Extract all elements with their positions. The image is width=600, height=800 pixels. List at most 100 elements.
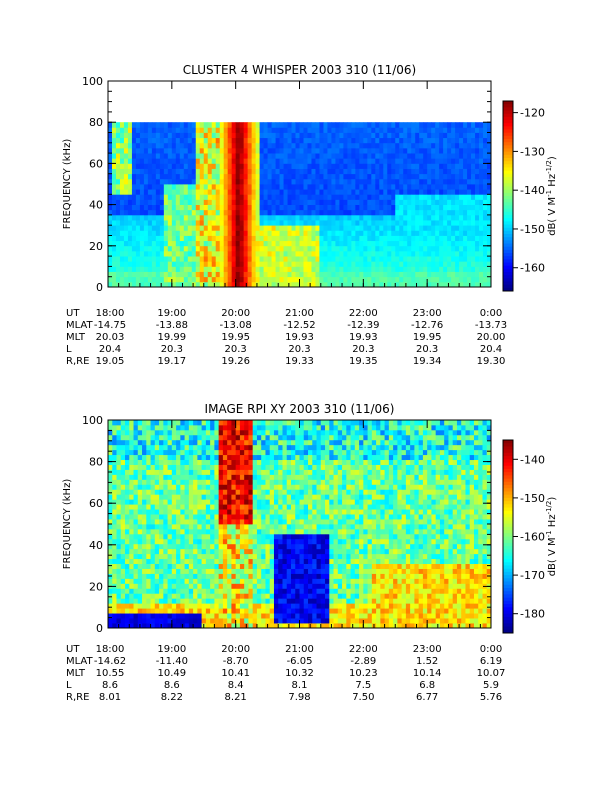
spectrogram-cell	[210, 603, 215, 609]
spectrogram-cell	[214, 578, 220, 584]
spectrogram-cell	[176, 613, 181, 619]
spectrogram-cell	[133, 449, 139, 456]
spectrogram-cell	[235, 533, 241, 540]
spectrogram-cell	[231, 449, 237, 456]
spectrogram-cell	[159, 184, 165, 190]
spectrogram-cell	[135, 199, 141, 205]
spectrogram-cell	[171, 434, 177, 441]
spectrogram-cell	[269, 504, 275, 510]
spectrogram-cell	[159, 153, 165, 159]
spectrogram-cell	[295, 189, 300, 195]
spectrogram-cell	[108, 214, 113, 221]
spectrogram-cell	[187, 173, 193, 180]
spectrogram-cell	[269, 420, 275, 426]
spectrogram-cell	[471, 132, 476, 139]
spectrogram-cell	[197, 519, 203, 525]
spectrogram-cell	[331, 261, 336, 267]
spectrogram-cell	[218, 434, 224, 441]
spectrogram-cell	[116, 454, 122, 461]
spectrogram-cell	[108, 588, 113, 594]
spectrogram-cell	[203, 127, 209, 133]
spectrogram-cell	[256, 464, 262, 470]
spectrogram-cell	[355, 189, 360, 195]
spectrogram-cell	[244, 598, 249, 604]
spectrogram-cell	[283, 235, 288, 242]
spectrogram-cell	[150, 543, 156, 550]
spectrogram-cell	[259, 132, 264, 139]
spectrogram-cell	[239, 429, 245, 436]
spectrogram-cell	[459, 261, 464, 267]
spectrogram-cell	[203, 184, 209, 190]
spectrogram-cell	[193, 454, 198, 461]
spectrogram-cell	[135, 189, 141, 195]
spectrogram-cell	[287, 173, 292, 180]
spectrogram-cell	[283, 256, 288, 262]
spectrogram-cell	[119, 142, 125, 149]
spectrogram-cell	[423, 281, 428, 288]
spectrogram-cell	[131, 230, 137, 236]
spectrogram-cell	[135, 225, 141, 231]
spectrogram-cell	[214, 588, 220, 594]
spectrogram-cell	[116, 429, 122, 436]
spectrogram-cell	[167, 158, 173, 164]
spectrogram-cell	[379, 163, 384, 169]
spectrogram-cell	[395, 158, 400, 164]
spectrogram-cell	[222, 494, 228, 500]
spectrogram-cell	[195, 209, 201, 216]
spectrogram-cell	[291, 235, 296, 242]
spectrogram-cell	[201, 593, 207, 599]
spectrogram-cell	[154, 573, 160, 579]
spectrogram-cell	[210, 454, 215, 461]
spectrogram-cell	[129, 469, 134, 475]
spectrogram-cell	[167, 598, 173, 604]
spectrogram-cell	[147, 189, 153, 195]
spectrogram-cell	[231, 439, 237, 446]
spectrogram-cell	[331, 147, 336, 154]
spectrogram-cell	[227, 225, 233, 231]
spectrogram-cell	[176, 484, 181, 490]
spectrogram-cell	[463, 168, 468, 175]
spectrogram-cell	[435, 137, 440, 144]
spectrogram-cell	[331, 153, 336, 159]
spectrogram-cell	[261, 514, 266, 520]
spectrogram-cell	[108, 158, 113, 164]
spectrogram-cell	[455, 266, 460, 272]
spectrogram-cell	[201, 459, 207, 465]
spectrogram-cell	[131, 168, 137, 175]
spectrogram-cell	[419, 194, 424, 200]
spectrogram-cell	[222, 429, 228, 436]
spectrogram-cell	[137, 573, 143, 579]
spectrogram-cell	[339, 214, 344, 221]
spectrogram-cell	[239, 189, 245, 195]
spectrogram-cell	[231, 573, 237, 579]
spectrogram-cell	[243, 142, 249, 149]
spectrogram-cell	[291, 214, 296, 221]
spectrogram-cell	[151, 153, 157, 159]
spectrogram-cell	[125, 573, 130, 579]
spectrogram-cell	[399, 137, 404, 144]
spectrogram-cell	[112, 454, 117, 461]
spectrogram-cell	[395, 137, 400, 144]
spectrogram-cell	[291, 281, 296, 288]
spectrogram-cell	[307, 276, 312, 283]
spectrogram-cell	[319, 168, 324, 175]
spectrogram-cell	[244, 454, 249, 461]
spectrogram-cell	[387, 240, 392, 247]
spectrogram-cell	[191, 261, 197, 267]
spectrogram-cell	[351, 158, 356, 164]
spectrogram-cell	[255, 127, 260, 133]
spectrogram-cell	[407, 137, 412, 144]
spectrogram-cell	[275, 168, 280, 175]
spectrogram-cell	[315, 147, 320, 154]
spectrogram-cell	[159, 204, 165, 211]
spectrogram-cell	[139, 220, 145, 226]
spectrogram-cell	[239, 563, 245, 569]
spectrogram-cell	[311, 209, 316, 216]
spectrogram-cell	[479, 199, 484, 205]
spectrogram-cell	[267, 142, 272, 149]
spectrogram-cell	[248, 459, 254, 465]
spectrogram-cell	[339, 266, 344, 272]
spectrogram-cell	[303, 168, 308, 175]
spectrogram-cell	[131, 214, 137, 221]
